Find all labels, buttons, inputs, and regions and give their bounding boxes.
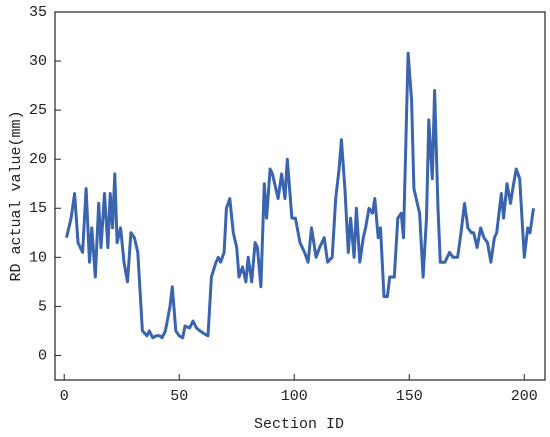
x-tick-label: 200 [511, 388, 538, 405]
y-tick-label: 0 [38, 347, 47, 364]
x-tick-label: 100 [281, 388, 308, 405]
y-tick-label: 5 [38, 298, 47, 315]
y-tick-label: 20 [29, 151, 47, 168]
x-tick-label: 0 [60, 388, 69, 405]
x-tick-label: 150 [396, 388, 423, 405]
x-tick-label: 50 [170, 388, 188, 405]
y-tick-label: 15 [29, 200, 47, 217]
y-tick-label: 10 [29, 249, 47, 266]
y-axis-label: RD actual value(mm) [8, 110, 25, 281]
data-line [65, 51, 535, 340]
x-axis-label: Section ID [254, 416, 344, 433]
y-tick-label: 30 [29, 53, 47, 70]
y-tick-label: 35 [29, 4, 47, 21]
y-tick-label: 25 [29, 102, 47, 119]
plot-frame [54, 11, 546, 381]
